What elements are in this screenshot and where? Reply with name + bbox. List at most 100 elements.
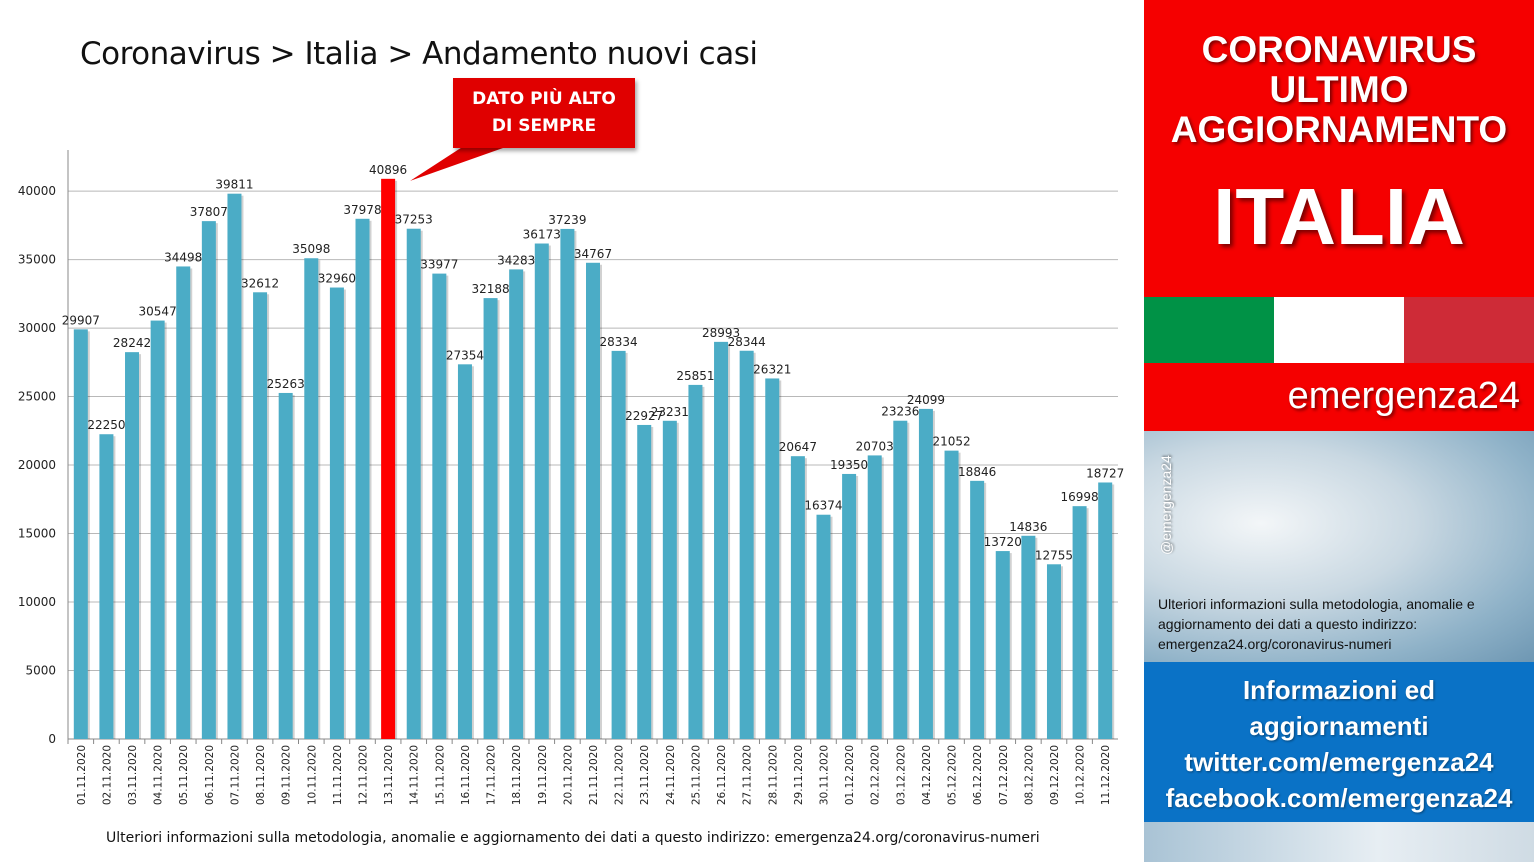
x-tick-label: 03.11.2020: [127, 745, 139, 805]
bar: [1046, 564, 1061, 739]
x-tick-label: 05.12.2020: [947, 745, 959, 805]
x-tick-label: 15.11.2020: [434, 745, 446, 805]
data-label: 37253: [395, 213, 433, 227]
x-tick-label: 08.12.2020: [1023, 745, 1035, 805]
bar: [406, 228, 421, 740]
data-label: 32612: [241, 276, 279, 290]
data-label: 20703: [856, 439, 894, 453]
brand-name: emergenza24: [1287, 375, 1520, 417]
data-label: 32960: [318, 272, 356, 286]
bar: [432, 273, 447, 739]
x-tick-label: 06.12.2020: [972, 745, 984, 805]
x-tick-label: 21.11.2020: [588, 745, 600, 805]
social-box: Informazioni ed aggiornamenti twitter.co…: [1144, 662, 1534, 822]
flag-green-stripe: [1144, 297, 1274, 363]
x-tick-label: 10.12.2020: [1075, 745, 1087, 805]
data-label: 37978: [343, 203, 381, 217]
x-tick-label: 20.11.2020: [562, 745, 574, 805]
bar: [1098, 482, 1113, 739]
flag-red-stripe: [1404, 297, 1534, 363]
y-tick-label: 15000: [18, 527, 56, 541]
x-tick-label: 01.12.2020: [844, 745, 856, 805]
data-label: 18727: [1086, 466, 1124, 480]
x-tick-label: 11.12.2020: [1100, 745, 1112, 805]
data-label: 28993: [702, 326, 740, 340]
data-label: 33977: [420, 258, 458, 272]
data-label: 13720: [984, 535, 1022, 549]
data-label: 21052: [932, 435, 970, 449]
data-label: 24099: [907, 393, 945, 407]
twitter-link[interactable]: twitter.com/emergenza24: [1184, 747, 1494, 777]
bar: [918, 408, 933, 739]
bar: [970, 480, 985, 739]
y-tick-label: 30000: [18, 321, 56, 335]
bar: [176, 266, 191, 739]
bar: [586, 262, 600, 739]
bar: [227, 193, 242, 739]
italian-flag: [1144, 297, 1534, 363]
social-line-2: aggiornamenti: [1249, 711, 1429, 741]
y-tick-label: 0: [48, 732, 56, 746]
bar: [278, 392, 293, 739]
data-label: 25263: [267, 377, 305, 391]
y-tick-label: 25000: [18, 390, 56, 404]
data-label: 20647: [779, 440, 817, 454]
bar: [560, 228, 575, 740]
x-tick-label: 09.11.2020: [281, 745, 293, 805]
data-label: 36173: [523, 228, 561, 242]
data-label: 22250: [87, 418, 125, 432]
bar: [99, 434, 114, 739]
bar-chart: 0 5000 10000 15000 20000 25000 30000 35000 40000…: [18, 142, 1124, 805]
bar: [534, 243, 549, 739]
bar: [509, 269, 524, 739]
bar: [816, 514, 831, 739]
data-label: 25851: [676, 369, 714, 383]
callout-line-1: DATO PIÙ ALTO: [472, 89, 616, 109]
data-label: 40896: [369, 163, 407, 177]
data-label: 14836: [1009, 520, 1047, 534]
record-callout: DATO PIÙ ALTO DI SEMPRE: [453, 78, 635, 148]
x-tick-label: 07.12.2020: [998, 745, 1010, 805]
data-label: 18846: [958, 465, 996, 479]
x-tick-label: 23.11.2020: [639, 745, 651, 805]
x-tick-label: 04.12.2020: [921, 745, 933, 805]
callout-pointer: [410, 142, 520, 181]
sidebar-header: CORONAVIRUS ULTIMO AGGIORNAMENTO ITALIA: [1144, 0, 1534, 297]
heading-line-1: CORONAVIRUS: [1201, 29, 1477, 70]
bar: [457, 364, 472, 739]
background-photo: @emergenza24 Ulteriori informazioni sull…: [1144, 431, 1534, 662]
bar: [995, 551, 1010, 739]
x-tick-label: 30.11.2020: [818, 745, 830, 805]
x-tick-label: 14.11.2020: [409, 745, 421, 805]
data-label: 27354: [446, 348, 484, 362]
x-tick-label: 12.11.2020: [358, 745, 370, 805]
facebook-link[interactable]: facebook.com/emergenza24: [1165, 783, 1513, 813]
bar: [201, 221, 216, 739]
bar: [125, 352, 140, 739]
x-tick-label: 09.12.2020: [1049, 745, 1061, 805]
data-label: 32188: [471, 282, 509, 296]
callout-line-2: DI SEMPRE: [491, 116, 597, 136]
x-tick-label: 11.11.2020: [332, 745, 344, 805]
data-label: 28242: [113, 336, 151, 350]
y-tick-label: 35000: [18, 253, 56, 267]
data-label: 16374: [804, 499, 842, 513]
data-label: 12755: [1035, 548, 1073, 562]
social-text: Informazioni ed aggiornamenti twitter.co…: [1144, 672, 1534, 816]
y-tick-label: 5000: [25, 664, 56, 678]
bar: [73, 329, 88, 739]
x-tick-label: 28.11.2020: [767, 745, 779, 805]
bar: [662, 420, 677, 739]
x-tick-label: 04.11.2020: [153, 745, 165, 805]
data-label: 23231: [651, 405, 689, 419]
chart-panel: Coronavirus > Italia > Andamento nuovi c…: [17, 36, 1125, 846]
bar-highlight: [381, 178, 396, 740]
y-tick-label: 40000: [18, 184, 56, 198]
x-tick-label: 22.11.2020: [614, 745, 626, 805]
data-label: 28334: [600, 335, 638, 349]
data-label: 35098: [292, 242, 330, 256]
x-tick-label: 26.11.2020: [716, 745, 728, 805]
country-label: ITALIA: [1213, 172, 1465, 261]
bar: [867, 455, 882, 739]
bar: [893, 420, 908, 739]
